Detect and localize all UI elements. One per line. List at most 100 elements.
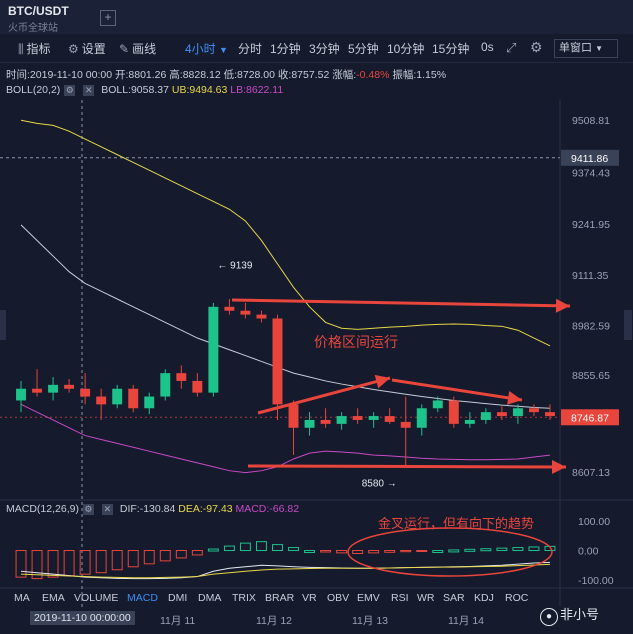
period-1min[interactable]: 1分钟 bbox=[270, 42, 301, 56]
boll-lb-value: LB:8622.11 bbox=[230, 84, 284, 96]
price-tick-label: 9508.81 bbox=[572, 115, 610, 127]
candle-body bbox=[288, 404, 299, 428]
candle-body bbox=[304, 419, 315, 428]
indicator-tab-kdj[interactable]: KDJ bbox=[474, 592, 494, 604]
indicator-tab-rsi[interactable]: RSI bbox=[391, 592, 409, 604]
indicator-tab-obv[interactable]: OBV bbox=[327, 592, 350, 604]
indicator-button[interactable]: ⫼ 指标 bbox=[18, 40, 51, 57]
add-tab-button[interactable]: + bbox=[100, 10, 116, 26]
indicator-tab-ema[interactable]: EMA bbox=[42, 592, 65, 604]
chart-settings-icon[interactable]: ⚙ bbox=[530, 39, 543, 55]
candle-body bbox=[208, 306, 219, 393]
indicator-tab-dmi[interactable]: DMI bbox=[168, 592, 188, 604]
macd-tick-label: 100.00 bbox=[578, 516, 610, 528]
macd-bar bbox=[336, 550, 348, 554]
candle-body bbox=[96, 396, 107, 405]
left-scroll-handle[interactable] bbox=[0, 310, 6, 340]
macd-tick-label: -100.00 bbox=[578, 575, 614, 587]
support-arrow-shaft bbox=[247, 464, 567, 469]
candle-body bbox=[224, 306, 235, 311]
settings-button[interactable]: ⚙ 设置 bbox=[68, 40, 106, 57]
low-label: 低: bbox=[223, 69, 238, 81]
macd-tick-label: 0.00 bbox=[578, 546, 599, 558]
candle-body bbox=[512, 408, 523, 417]
pair-tab[interactable]: BTC/USDT 火币全球站 bbox=[8, 4, 69, 34]
indicator-tab-ma[interactable]: MA bbox=[14, 592, 30, 604]
macd-bar bbox=[111, 550, 123, 571]
price-cursor-label: 9411.86 bbox=[571, 153, 608, 165]
caret-down-icon: ▼ bbox=[219, 45, 228, 55]
macd-close-icon[interactable]: ✕ bbox=[101, 503, 113, 515]
boll-name: BOLL(20,2) bbox=[6, 84, 61, 96]
candle-body bbox=[64, 384, 75, 389]
high-marker-label: ← 9139 bbox=[217, 260, 252, 271]
indicator-tab-dma[interactable]: DMA bbox=[198, 592, 222, 604]
macd-bar bbox=[47, 550, 59, 578]
macd-bar bbox=[272, 544, 283, 552]
boll-close-icon[interactable]: ✕ bbox=[83, 84, 95, 96]
macd-dea-value: DEA:-97.43 bbox=[178, 503, 233, 515]
fullscreen-icon[interactable]: ⤢ bbox=[506, 40, 517, 55]
period-4h-select[interactable]: 4小时 ▼ bbox=[185, 40, 228, 57]
time-label-nov11: 11月 11 bbox=[160, 615, 196, 627]
macd-bar bbox=[127, 550, 139, 568]
indicator-tab-trix[interactable]: TRIX bbox=[232, 592, 256, 604]
candle-body bbox=[416, 408, 427, 428]
indicator-tab-emv[interactable]: EMV bbox=[357, 592, 380, 604]
gear-icon: ⚙ bbox=[68, 42, 79, 56]
draw-button[interactable]: ✎ 画线 bbox=[119, 40, 156, 57]
price-cursor-box bbox=[561, 149, 619, 166]
period-timeshare[interactable]: 分时 bbox=[238, 42, 263, 56]
amplitude-label: 振幅: bbox=[392, 69, 417, 81]
macd-bar bbox=[528, 546, 540, 552]
indicator-tab-sar[interactable]: SAR bbox=[443, 592, 465, 604]
macd-bar bbox=[464, 548, 476, 552]
time-cursor-label: 2019-11-10 00:00:00 bbox=[30, 611, 135, 625]
period-5min[interactable]: 5分钟 bbox=[348, 42, 379, 56]
period-selected-label: 4小时 bbox=[185, 42, 216, 56]
price-tick-label: 9111.35 bbox=[572, 270, 609, 282]
boll-mid-value: BOLL:9058.37 bbox=[101, 84, 169, 96]
indicator-tab-roc[interactable]: ROC bbox=[505, 592, 529, 604]
indicator-tab-wr[interactable]: WR bbox=[417, 592, 435, 604]
period-3min[interactable]: 3分钟 bbox=[309, 42, 340, 56]
pair-title: BTC/USDT bbox=[8, 4, 69, 18]
candle-body bbox=[464, 419, 475, 424]
indicator-tab-volume[interactable]: VOLUME bbox=[74, 592, 119, 604]
candle-body bbox=[176, 373, 187, 381]
candle-body bbox=[496, 412, 507, 417]
indicator-tab-bar: MA EMA VOLUME MACD DMI DMA TRIX BRAR VR OBV EMV RSI… bbox=[0, 590, 560, 606]
falling-arrow-head bbox=[507, 390, 522, 405]
open-label: 开: bbox=[114, 69, 129, 81]
golden-cross-annotation: 金叉运行，但有向下的趋势 bbox=[378, 516, 534, 532]
amplitude-value: 1.15% bbox=[416, 69, 447, 81]
pencil-icon: ✎ bbox=[119, 42, 130, 56]
indicator-tab-macd[interactable]: MACD bbox=[127, 592, 158, 604]
draw-label: 画线 bbox=[132, 42, 157, 56]
candle-body bbox=[432, 400, 443, 409]
indicator-tab-brar[interactable]: BRAR bbox=[265, 592, 295, 604]
boll-settings-icon[interactable]: ⚙ bbox=[64, 84, 76, 96]
boll-legend: BOLL(20,2) ⚙ ✕ BOLL:9058.37 UB:9494.63 LB:… bbox=[6, 84, 283, 96]
macd-bar bbox=[384, 550, 396, 553]
close-value: 8757.52 bbox=[291, 69, 330, 81]
exchange-name: 火币全球站 bbox=[8, 23, 58, 34]
indicator-tab-vr[interactable]: VR bbox=[302, 592, 317, 604]
watermark-text: 非小号 bbox=[560, 607, 600, 622]
candle-body bbox=[32, 388, 43, 393]
macd-bar bbox=[416, 550, 428, 553]
period-15min[interactable]: 15分钟 bbox=[432, 42, 470, 56]
time-label-nov12: 11月 12 bbox=[256, 615, 292, 627]
macd-bar bbox=[31, 550, 43, 580]
candle-body bbox=[48, 384, 59, 393]
boll-mid-line bbox=[20, 224, 551, 409]
macd-settings-icon[interactable]: ⚙ bbox=[82, 503, 94, 515]
candle-body bbox=[480, 412, 491, 420]
window-mode-select[interactable]: 单窗口 ▼ bbox=[554, 39, 618, 58]
period-10min[interactable]: 10分钟 bbox=[387, 42, 425, 56]
macd-bar bbox=[15, 550, 27, 578]
macd-bar bbox=[496, 547, 508, 552]
right-scroll-handle[interactable] bbox=[624, 310, 632, 340]
period-0s[interactable]: 0s bbox=[481, 40, 494, 54]
